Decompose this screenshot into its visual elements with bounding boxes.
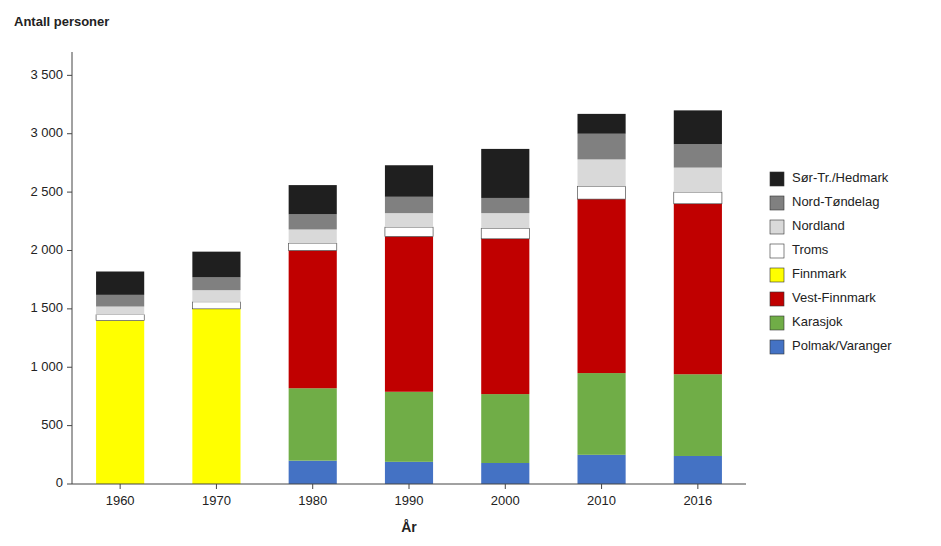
x-tick bbox=[312, 484, 313, 489]
bar-segment bbox=[481, 239, 529, 394]
x-tick-label: 1980 bbox=[298, 493, 327, 508]
bar-segment bbox=[385, 462, 433, 484]
legend-label: Nord-Tøndelag bbox=[792, 194, 879, 209]
x-tick-label: 1990 bbox=[395, 493, 424, 508]
bar-segment bbox=[192, 309, 240, 484]
bar-segment bbox=[578, 199, 626, 373]
x-axis-label: År bbox=[401, 519, 417, 535]
y-tick bbox=[67, 425, 72, 426]
bar-segment bbox=[481, 213, 529, 228]
bar-segment bbox=[481, 228, 529, 239]
x-tick bbox=[505, 484, 506, 489]
bar-segment bbox=[289, 185, 337, 214]
bar-segment bbox=[96, 315, 144, 321]
y-tick-label: 1 000 bbox=[30, 359, 63, 374]
bar-segment bbox=[674, 110, 722, 144]
bar-segment bbox=[192, 290, 240, 302]
bar-segment bbox=[674, 168, 722, 193]
legend-label: Karasjok bbox=[792, 314, 843, 329]
bar-segment bbox=[96, 295, 144, 307]
bar-segment bbox=[385, 236, 433, 391]
bar-segment bbox=[192, 277, 240, 290]
y-tick-label: 0 bbox=[56, 475, 63, 490]
chart: 0 500 1 000 1 500 2 000 2 500 3 000 3 500 1960 19… bbox=[0, 0, 941, 546]
bar-segment bbox=[96, 272, 144, 295]
legend-label: Vest-Finnmark bbox=[792, 290, 876, 305]
legend-label: Finnmark bbox=[792, 266, 847, 281]
x-tick-label: 2016 bbox=[683, 493, 712, 508]
bar-segment bbox=[481, 198, 529, 213]
bar-segment bbox=[96, 307, 144, 315]
y-tick-label: 2 000 bbox=[30, 242, 63, 257]
bar-segment bbox=[289, 229, 337, 243]
bar-segment bbox=[385, 392, 433, 462]
y-tick bbox=[67, 367, 72, 368]
bar-segment bbox=[289, 461, 337, 484]
y-tick bbox=[67, 308, 72, 309]
bar-segment bbox=[481, 463, 529, 484]
bar-segment bbox=[289, 388, 337, 460]
legend-label: Troms bbox=[792, 242, 829, 257]
y-axis-label: Antall personer bbox=[14, 14, 109, 29]
bar-segment bbox=[289, 243, 337, 250]
bar-segment bbox=[674, 144, 722, 167]
y-tick bbox=[67, 133, 72, 134]
legend-label: Sør-Tr./Hedmark bbox=[792, 170, 889, 185]
legend-swatch bbox=[770, 172, 784, 186]
x-tick bbox=[601, 484, 602, 489]
bar-segment bbox=[578, 114, 626, 134]
legend-swatch bbox=[770, 340, 784, 354]
bar-segment bbox=[481, 149, 529, 198]
bar-segment bbox=[674, 204, 722, 374]
bar-segment bbox=[578, 134, 626, 160]
x-tick-label: 2000 bbox=[491, 493, 520, 508]
bar-segment bbox=[674, 456, 722, 484]
bar-segment bbox=[385, 165, 433, 197]
bar-segment bbox=[578, 455, 626, 484]
y-tick bbox=[67, 484, 72, 485]
legend-label: Polmak/Varanger bbox=[792, 338, 892, 353]
legend-label: Nordland bbox=[792, 218, 845, 233]
y-axis-line bbox=[72, 52, 73, 484]
x-tick bbox=[216, 484, 217, 489]
bar-segment bbox=[481, 394, 529, 463]
legend-swatch bbox=[770, 268, 784, 282]
y-tick bbox=[67, 75, 72, 76]
legend-swatch bbox=[770, 244, 784, 258]
x-tick bbox=[697, 484, 698, 489]
bar-segment bbox=[289, 250, 337, 388]
bar-segment bbox=[385, 213, 433, 227]
bar-segment bbox=[96, 321, 144, 484]
bars bbox=[96, 110, 722, 484]
x-tick-label: 1960 bbox=[106, 493, 135, 508]
bar-segment bbox=[192, 252, 240, 278]
bar-segment bbox=[192, 302, 240, 309]
y-tick bbox=[67, 250, 72, 251]
legend: Sør-Tr./Hedmark Nord-Tøndelag Nordland Trom… bbox=[770, 170, 892, 354]
y-tick bbox=[67, 192, 72, 193]
x-tick bbox=[409, 484, 410, 489]
y-tick-label: 500 bbox=[41, 417, 63, 432]
bar-segment bbox=[578, 159, 626, 186]
x-tick-label: 1970 bbox=[202, 493, 231, 508]
bar-segment bbox=[289, 214, 337, 229]
legend-swatch bbox=[770, 316, 784, 330]
bar-segment bbox=[385, 227, 433, 236]
y-tick-label: 3 000 bbox=[30, 125, 63, 140]
bar-segment bbox=[674, 192, 722, 204]
x-tick bbox=[120, 484, 121, 489]
bar-segment bbox=[385, 197, 433, 213]
x-tick-label: 2010 bbox=[587, 493, 616, 508]
legend-swatch bbox=[770, 196, 784, 210]
legend-swatch bbox=[770, 220, 784, 234]
y-tick-label: 3 500 bbox=[30, 67, 63, 82]
bar-segment bbox=[674, 374, 722, 456]
legend-swatch bbox=[770, 292, 784, 306]
y-tick-label: 2 500 bbox=[30, 184, 63, 199]
bar-segment bbox=[578, 373, 626, 455]
bar-segment bbox=[578, 186, 626, 199]
y-tick-label: 1 500 bbox=[30, 300, 63, 315]
